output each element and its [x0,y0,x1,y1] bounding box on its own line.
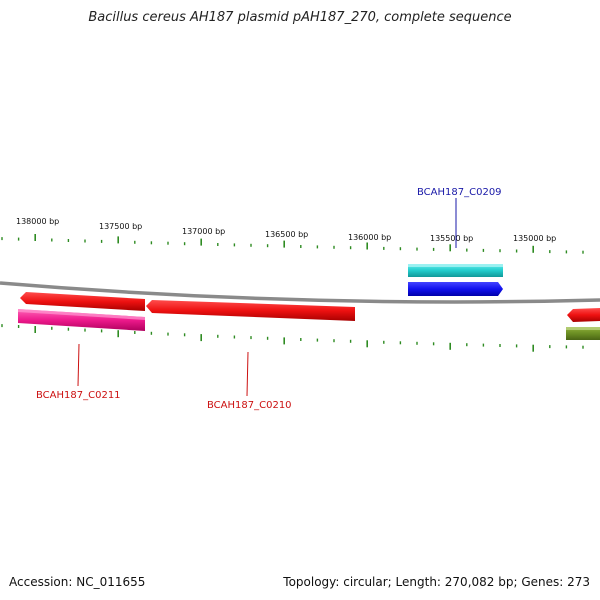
gene-red-c0210[interactable] [146,300,355,321]
scale-label: 136000 bp [348,233,391,242]
gene-label-c0209: BCAH187_C0209 [417,187,502,198]
plasmid-backbone [0,281,600,304]
scale-labels: 138000 bp 137500 bp 137000 bp 136500 bp … [16,217,556,243]
gene-olive[interactable] [566,327,600,340]
gene-blue-c0209[interactable] [408,282,503,296]
scale-ticks-bottom [1,324,584,352]
scale-label: 137000 bp [182,227,225,236]
topology-summary: Topology: circular; Length: 270,082 bp; … [283,575,590,589]
gene-cyan[interactable] [408,264,503,277]
leader-line-c0211 [77,343,80,387]
scale-label: 135000 bp [513,234,556,243]
leader-line-c0210 [246,351,249,397]
gene-red-c0211-arrow[interactable] [20,292,145,311]
map-title: Bacillus cereus AH187 plasmid pAH187_270… [88,10,512,25]
scale-label: 135500 bp [430,234,473,243]
accession-text: Accession: NC_011655 [9,575,146,589]
scale-label: 136500 bp [265,230,308,239]
scale-ticks-top [1,234,584,254]
gene-red-right[interactable] [567,308,600,322]
gene-label-c0211: BCAH187_C0211 [36,390,121,401]
scale-label: 137500 bp [99,222,142,231]
scale-label: 138000 bp [16,217,59,226]
gene-magenta-c0211[interactable] [18,309,145,331]
gene-label-c0210: BCAH187_C0210 [207,400,292,411]
